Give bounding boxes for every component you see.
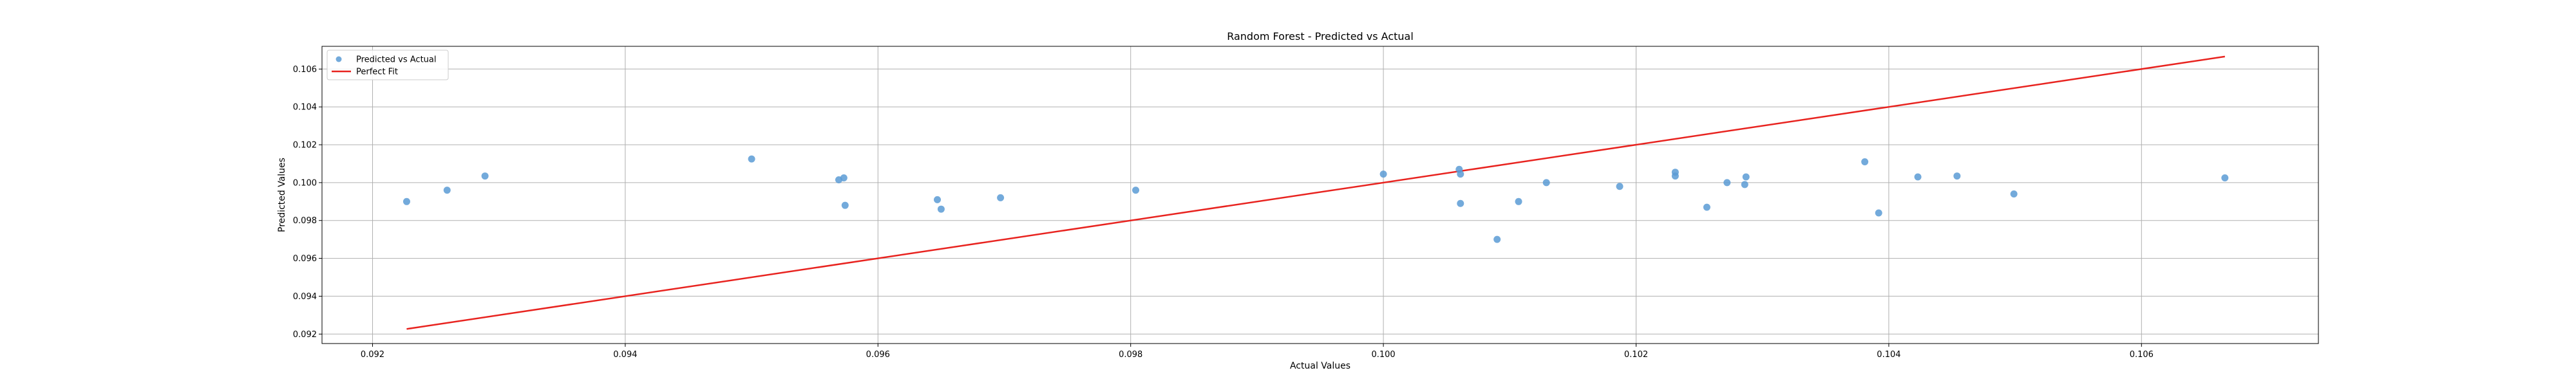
data-point (1723, 179, 1731, 187)
x-tick-label: 0.104 (1877, 350, 1900, 360)
ticks: 0.092 0.094 0.096 0.098 0.100 0.102 0.104 0.106… (293, 65, 2154, 360)
data-point (2010, 190, 2018, 198)
legend-marker-scatter (336, 56, 342, 62)
x-tick-label: 0.102 (1624, 350, 1648, 360)
legend: Predicted vs Actual Perfect Fit (327, 50, 449, 80)
grid (322, 46, 2318, 344)
y-tick-label: 0.098 (293, 216, 317, 226)
y-axis-label: Predicted Values (277, 158, 287, 232)
data-point (1132, 187, 1140, 194)
y-tick-label: 0.100 (293, 178, 317, 188)
perfect-fit-series (406, 55, 2225, 330)
scatter-series (402, 155, 2229, 243)
y-tick-label: 0.104 (293, 103, 317, 113)
x-tick-label: 0.092 (361, 350, 384, 360)
x-tick-label: 0.096 (866, 350, 890, 360)
data-point (1671, 172, 1679, 180)
data-point (1616, 183, 1624, 190)
data-point (1914, 173, 1922, 181)
data-point (1515, 198, 1522, 205)
y-tick-label: 0.106 (293, 65, 317, 75)
data-point (937, 205, 945, 213)
y-tick-label: 0.092 (293, 330, 317, 340)
data-point (1457, 170, 1464, 178)
data-point (841, 201, 849, 209)
x-tick-label: 0.100 (1371, 350, 1395, 360)
data-point (402, 198, 410, 205)
data-point (1861, 158, 1869, 166)
x-axis-label: Actual Values (1290, 361, 1350, 371)
data-point (1741, 181, 1748, 188)
data-point (481, 172, 489, 180)
plot-frame (321, 46, 2319, 344)
perfect-fit-line (406, 55, 2225, 330)
data-point (443, 187, 451, 194)
legend-label-fit: Perfect Fit (356, 68, 398, 77)
legend-label-scatter: Predicted vs Actual (356, 55, 436, 65)
data-point (2221, 174, 2229, 182)
y-tick-label: 0.094 (293, 292, 317, 302)
y-tick-label: 0.096 (293, 254, 317, 264)
data-point (1379, 170, 1387, 178)
data-point (1457, 199, 1464, 207)
data-point (1703, 203, 1710, 211)
chart-title: Random Forest - Predicted vs Actual (1227, 30, 1414, 42)
x-tick-label: 0.098 (1119, 350, 1142, 360)
data-point (1542, 179, 1550, 187)
data-point (997, 194, 1005, 201)
y-tick-label: 0.102 (293, 141, 317, 151)
data-point (1953, 172, 1961, 180)
x-tick-label: 0.094 (613, 350, 637, 360)
x-tick-label: 0.106 (2130, 350, 2154, 360)
data-point (840, 174, 848, 182)
data-point (748, 155, 755, 163)
data-point (1875, 209, 1882, 217)
data-point (1742, 173, 1750, 181)
data-point (1493, 235, 1501, 243)
data-point (934, 196, 942, 203)
legend-box (327, 50, 449, 80)
